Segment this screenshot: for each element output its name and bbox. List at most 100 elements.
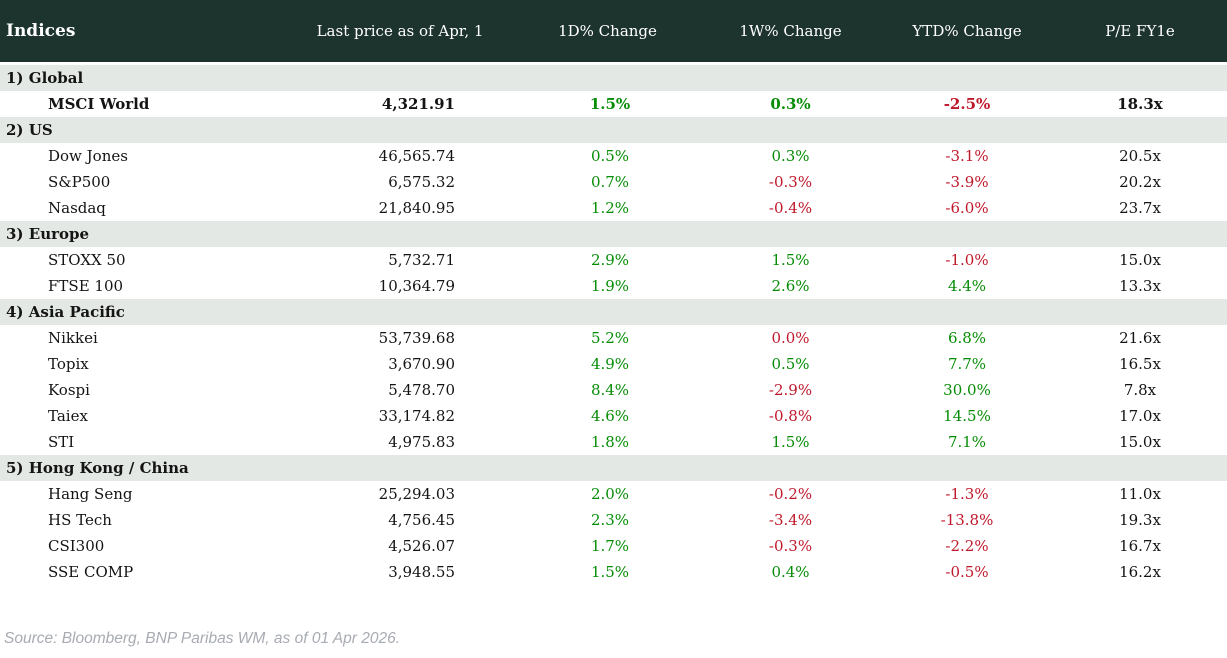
last-price-cell: 4,526.07 <box>388 537 455 555</box>
chg-ytd-cell: -6.0% <box>945 199 989 217</box>
chg-1d-cell: 2.9% <box>590 251 630 269</box>
chg-1d-cell: 2.0% <box>590 485 630 503</box>
table-row: Dow Jones 46,565.74 0.5% 0.3% -3.1% 20.5x <box>0 143 1227 169</box>
chg-1d-cell: 8.4% <box>590 381 630 399</box>
column-header-pe: P/E FY1e <box>1105 22 1175 40</box>
table-row: CSI300 4,526.07 1.7% -0.3% -2.2% 16.7x <box>0 533 1227 559</box>
last-price-cell: 33,174.82 <box>378 407 455 425</box>
chg-ytd-cell: -0.5% <box>945 563 989 581</box>
table-row: STOXX 50 5,732.71 2.9% 1.5% -1.0% 15.0x <box>0 247 1227 273</box>
chg-ytd-cell: 4.4% <box>947 277 987 295</box>
chg-1d-cell: 4.9% <box>590 355 630 373</box>
chg-ytd-cell: -1.0% <box>945 251 989 269</box>
pe-cell: 13.3x <box>1119 277 1161 295</box>
last-price-cell: 21,840.95 <box>378 199 455 217</box>
chg-1d-cell: 1.5% <box>589 95 631 113</box>
pe-cell: 19.3x <box>1119 511 1161 529</box>
chg-1w-cell: 1.5% <box>771 251 810 269</box>
pe-cell: 16.7x <box>1119 537 1161 555</box>
chg-ytd-cell: -3.9% <box>945 173 989 191</box>
source-note: Source: Bloomberg, BNP Paribas WM, as of… <box>4 630 401 647</box>
table-row: Kospi 5,478.70 8.4% -2.9% 30.0% 7.8x <box>0 377 1227 403</box>
index-name-cell: STOXX 50 <box>48 251 126 269</box>
section-row: 1) Global <box>0 65 1227 91</box>
pe-cell: 7.8x <box>1123 381 1157 399</box>
column-header-1d-change: 1D% Change <box>558 22 657 40</box>
last-price-cell: 4,756.45 <box>388 511 455 529</box>
table-header: Indices Last price as of Apr, 1 1D% Chan… <box>0 0 1227 62</box>
pe-cell: 17.0x <box>1119 407 1161 425</box>
pe-cell: 16.5x <box>1119 355 1161 373</box>
section-row: 3) Europe <box>0 221 1227 247</box>
chg-ytd-cell: -2.5% <box>943 95 991 113</box>
table-row: S&P500 6,575.32 0.7% -0.3% -3.9% 20.2x <box>0 169 1227 195</box>
chg-1d-cell: 1.5% <box>590 563 630 581</box>
index-name-cell: SSE COMP <box>48 563 134 581</box>
section-row: 5) Hong Kong / China <box>0 455 1227 481</box>
table-row: Topix 3,670.90 4.9% 0.5% 7.7% 16.5x <box>0 351 1227 377</box>
chg-ytd-cell: 30.0% <box>943 381 991 399</box>
pe-cell: 18.3x <box>1117 95 1163 113</box>
table-row: HS Tech 4,756.45 2.3% -3.4% -13.8% 19.3x <box>0 507 1227 533</box>
index-name-cell: STI <box>48 433 75 451</box>
last-price-cell: 5,732.71 <box>388 251 455 269</box>
table-row: Hang Seng 25,294.03 2.0% -0.2% -1.3% 11.0x <box>0 481 1227 507</box>
index-name-cell: FTSE 100 <box>48 277 124 295</box>
chg-ytd-cell: 6.8% <box>947 329 987 347</box>
chg-1w-cell: 0.5% <box>771 355 810 373</box>
chg-1w-cell: 0.3% <box>771 147 810 165</box>
table-row: Taiex 33,174.82 4.6% -0.8% 14.5% 17.0x <box>0 403 1227 429</box>
last-price-cell: 25,294.03 <box>378 485 455 503</box>
pe-cell: 16.2x <box>1119 563 1161 581</box>
last-price-cell: 10,364.79 <box>378 277 455 295</box>
chg-1w-cell: -2.9% <box>768 381 813 399</box>
chg-1w-cell: -0.3% <box>768 173 813 191</box>
table-row: FTSE 100 10,364.79 1.9% 2.6% 4.4% 13.3x <box>0 273 1227 299</box>
chg-1w-cell: -0.8% <box>768 407 813 425</box>
index-name-cell: Topix <box>48 355 89 373</box>
index-name-cell: Kospi <box>48 381 90 399</box>
chg-1w-cell: 0.3% <box>770 95 811 113</box>
column-header-1w-change: 1W% Change <box>739 22 842 40</box>
index-name-cell: CSI300 <box>48 537 105 555</box>
pe-cell: 15.0x <box>1119 433 1161 451</box>
table-body: 1) Global MSCI World 4,321.91 1.5% 0.3% -2.5%… <box>0 65 1227 585</box>
chg-ytd-cell: -13.8% <box>940 511 994 529</box>
table-row: STI 4,975.83 1.8% 1.5% 7.1% 15.0x <box>0 429 1227 455</box>
pe-cell: 20.5x <box>1119 147 1161 165</box>
page-title: Indices <box>6 21 76 41</box>
chg-1d-cell: 4.6% <box>590 407 630 425</box>
chg-1w-cell: 1.5% <box>771 433 810 451</box>
last-price-cell: 4,975.83 <box>388 433 455 451</box>
table-row: Nasdaq 21,840.95 1.2% -0.4% -6.0% 23.7x <box>0 195 1227 221</box>
last-price-cell: 5,478.70 <box>388 381 455 399</box>
pe-cell: 11.0x <box>1119 485 1161 503</box>
chg-1d-cell: 5.2% <box>590 329 630 347</box>
index-name-cell: Hang Seng <box>48 485 133 503</box>
chg-ytd-cell: 7.7% <box>947 355 987 373</box>
last-price-cell: 46,565.74 <box>378 147 455 165</box>
chg-ytd-cell: 14.5% <box>943 407 991 425</box>
chg-1d-cell: 2.3% <box>590 511 630 529</box>
chg-1w-cell: -0.4% <box>768 199 813 217</box>
last-price-cell: 3,670.90 <box>388 355 455 373</box>
column-header-last-price: Last price as of Apr, 1 <box>316 22 484 40</box>
section-row: 2) US <box>0 117 1227 143</box>
table-row: Nikkei 53,739.68 5.2% 0.0% 6.8% 21.6x <box>0 325 1227 351</box>
last-price-cell: 53,739.68 <box>378 329 455 347</box>
index-name-cell: HS Tech <box>48 511 112 529</box>
chg-ytd-cell: -1.3% <box>945 485 989 503</box>
last-price-cell: 4,321.91 <box>381 95 455 113</box>
chg-1w-cell: 0.4% <box>771 563 810 581</box>
index-name-cell: S&P500 <box>48 173 111 191</box>
chg-1w-cell: 2.6% <box>771 277 810 295</box>
chg-1w-cell: -0.3% <box>768 537 813 555</box>
chg-1d-cell: 0.7% <box>590 173 630 191</box>
chg-1d-cell: 1.9% <box>590 277 630 295</box>
section-row: 4) Asia Pacific <box>0 299 1227 325</box>
chg-1d-cell: 1.7% <box>590 537 630 555</box>
chg-ytd-cell: -3.1% <box>945 147 989 165</box>
last-price-cell: 6,575.32 <box>388 173 455 191</box>
chg-1d-cell: 0.5% <box>590 147 630 165</box>
chg-ytd-cell: -2.2% <box>945 537 989 555</box>
